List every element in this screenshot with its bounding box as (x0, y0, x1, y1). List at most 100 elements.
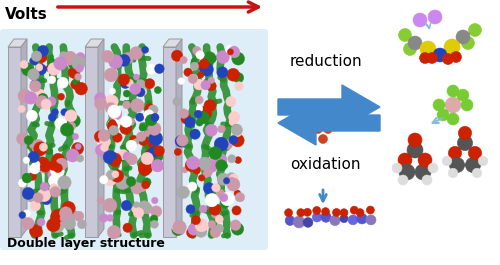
Circle shape (408, 36, 422, 50)
Circle shape (433, 48, 447, 62)
Polygon shape (98, 39, 104, 237)
Circle shape (220, 193, 228, 202)
Circle shape (38, 188, 51, 202)
Circle shape (134, 202, 140, 208)
Circle shape (450, 51, 462, 63)
Circle shape (316, 118, 324, 126)
Circle shape (36, 64, 43, 71)
Circle shape (18, 179, 26, 187)
Circle shape (226, 96, 236, 107)
Circle shape (142, 178, 151, 187)
Circle shape (102, 50, 114, 62)
Circle shape (223, 139, 232, 149)
Circle shape (224, 178, 230, 184)
Circle shape (195, 96, 203, 104)
Circle shape (131, 182, 142, 194)
Circle shape (199, 205, 207, 213)
Text: Volts: Volts (5, 7, 48, 22)
Circle shape (148, 122, 161, 135)
Circle shape (297, 209, 305, 217)
Circle shape (154, 146, 164, 156)
Circle shape (68, 61, 76, 68)
Circle shape (48, 160, 58, 170)
Circle shape (32, 161, 40, 169)
Circle shape (184, 117, 196, 128)
Circle shape (214, 137, 228, 151)
Polygon shape (21, 39, 27, 237)
Circle shape (209, 147, 222, 160)
FancyBboxPatch shape (0, 29, 268, 250)
Circle shape (30, 80, 40, 89)
Circle shape (235, 192, 244, 202)
Circle shape (98, 130, 110, 142)
Circle shape (138, 87, 147, 96)
Circle shape (204, 158, 214, 168)
Circle shape (36, 157, 50, 171)
Circle shape (208, 77, 214, 84)
Circle shape (116, 175, 130, 189)
Circle shape (107, 121, 118, 131)
Circle shape (138, 135, 148, 145)
Circle shape (154, 87, 162, 94)
Circle shape (324, 114, 332, 123)
Circle shape (65, 110, 77, 122)
Circle shape (41, 99, 51, 109)
Circle shape (420, 52, 430, 64)
Circle shape (136, 132, 146, 142)
Circle shape (212, 183, 220, 192)
Circle shape (108, 119, 120, 131)
Circle shape (108, 125, 118, 135)
Circle shape (130, 47, 142, 60)
Circle shape (48, 63, 60, 75)
Circle shape (63, 217, 76, 230)
Circle shape (30, 80, 41, 92)
Circle shape (38, 45, 48, 56)
Circle shape (230, 47, 240, 58)
Circle shape (40, 182, 49, 191)
Circle shape (229, 118, 236, 126)
Circle shape (130, 99, 144, 112)
Circle shape (201, 80, 210, 90)
Circle shape (70, 80, 81, 90)
Circle shape (120, 122, 132, 134)
Circle shape (133, 139, 139, 145)
Circle shape (456, 30, 470, 44)
Circle shape (144, 130, 150, 136)
Circle shape (148, 105, 158, 115)
Circle shape (52, 170, 58, 176)
Circle shape (192, 46, 201, 55)
Circle shape (216, 189, 224, 198)
Circle shape (330, 215, 340, 226)
Circle shape (285, 216, 295, 226)
Circle shape (112, 159, 120, 166)
Circle shape (100, 149, 114, 163)
Circle shape (32, 139, 45, 153)
Circle shape (118, 149, 128, 160)
Circle shape (472, 168, 482, 178)
Circle shape (47, 59, 56, 68)
Circle shape (120, 116, 132, 127)
Circle shape (50, 219, 64, 233)
Circle shape (312, 213, 322, 222)
Circle shape (204, 168, 212, 177)
Circle shape (448, 146, 462, 160)
Circle shape (413, 13, 427, 27)
Circle shape (126, 140, 137, 151)
Circle shape (28, 152, 39, 163)
Circle shape (206, 81, 216, 91)
Circle shape (366, 215, 376, 225)
Circle shape (399, 164, 415, 180)
Circle shape (51, 210, 64, 223)
Circle shape (198, 175, 205, 181)
Circle shape (198, 72, 204, 78)
Circle shape (103, 172, 117, 186)
Circle shape (324, 125, 332, 134)
Circle shape (216, 160, 227, 171)
Circle shape (78, 220, 86, 229)
Circle shape (48, 169, 60, 181)
FancyArrow shape (278, 85, 380, 129)
Polygon shape (163, 39, 182, 47)
Circle shape (36, 96, 49, 108)
Circle shape (174, 148, 182, 156)
Circle shape (172, 224, 183, 236)
